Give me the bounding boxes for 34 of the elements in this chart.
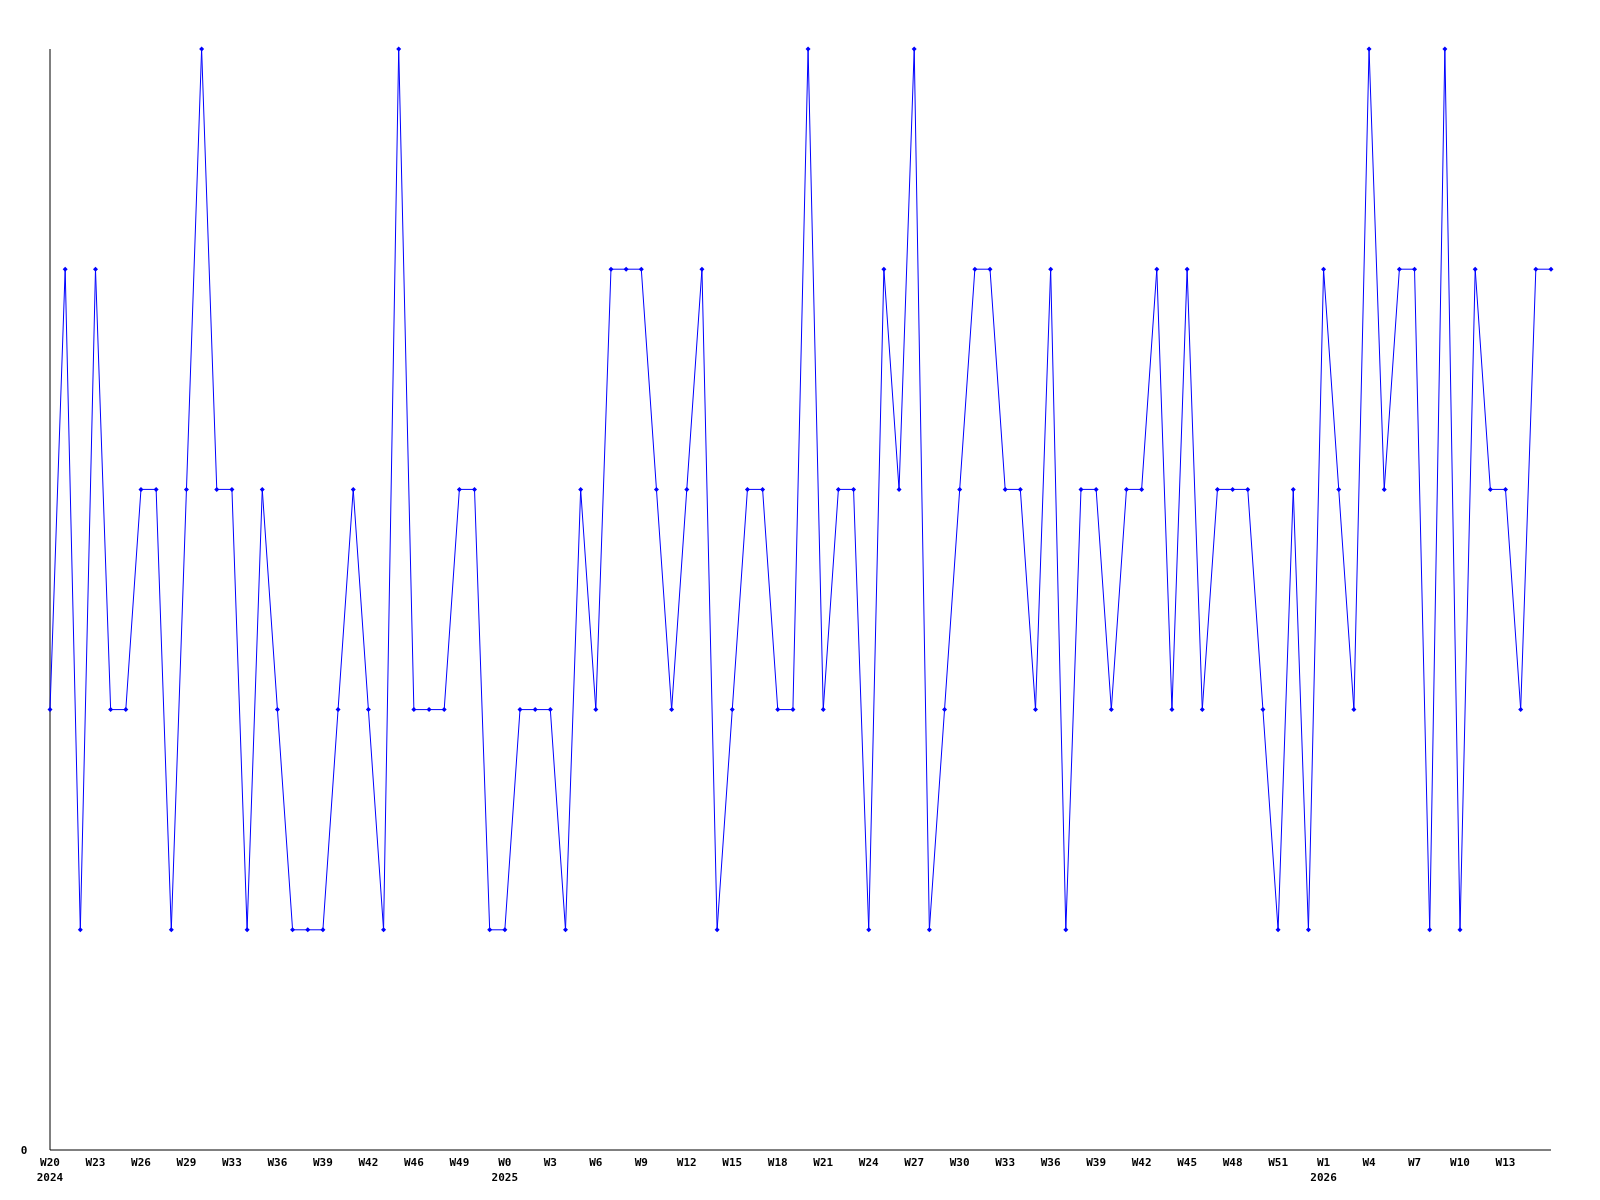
x-tick-label: W51 bbox=[1268, 1156, 1289, 1169]
x-tick-label: W4 bbox=[1362, 1156, 1377, 1169]
x-tick-label: W3 bbox=[543, 1156, 557, 1169]
x-tick-label: W9 bbox=[634, 1156, 648, 1169]
x-tick-label: W23 bbox=[85, 1156, 106, 1169]
text: 0 bbox=[20, 1144, 28, 1157]
x-tick-label: W13 bbox=[1495, 1156, 1516, 1169]
x-tick-label: W20 2024 bbox=[36, 1156, 64, 1184]
x-tick-label: W49 bbox=[449, 1156, 470, 1169]
x-tick-label: W18 bbox=[767, 1156, 788, 1169]
x-tick-label: W36 bbox=[267, 1156, 288, 1169]
x-tick-label: W46 bbox=[403, 1156, 425, 1169]
x-tick-label: W1 2026 bbox=[1310, 1156, 1338, 1184]
x-tick-label: W42 bbox=[358, 1156, 379, 1169]
x-tick-label: W42 bbox=[1131, 1156, 1152, 1169]
x-tick-label: W21 bbox=[813, 1156, 834, 1169]
x-tick-label: W30 bbox=[949, 1156, 970, 1169]
x-tick-label: W26 bbox=[131, 1156, 152, 1169]
x-tick-label: W12 bbox=[676, 1156, 697, 1169]
x-tick-label: W33 bbox=[995, 1156, 1016, 1169]
x-tick-label: W24 bbox=[858, 1156, 880, 1169]
x-tick-label: W48 bbox=[1222, 1156, 1243, 1169]
x-tick-label: W10 bbox=[1450, 1156, 1470, 1169]
x-tick-label: W27 bbox=[904, 1156, 925, 1169]
x-tick-label: W7 bbox=[1407, 1156, 1422, 1169]
x-tick-label: W0 2025 bbox=[491, 1156, 519, 1184]
x-tick-label: W33 bbox=[222, 1156, 242, 1169]
x-tick-label: W39 bbox=[1086, 1156, 1107, 1169]
x-tick-label: W39 bbox=[312, 1156, 333, 1169]
x-tick-label: W29 bbox=[176, 1156, 197, 1169]
x-tick-label: W15 bbox=[722, 1156, 743, 1169]
x-tick-label: W36 bbox=[1040, 1156, 1061, 1169]
x-tick-label: W6 bbox=[589, 1156, 603, 1169]
x-tick-label: W45 bbox=[1177, 1156, 1198, 1169]
